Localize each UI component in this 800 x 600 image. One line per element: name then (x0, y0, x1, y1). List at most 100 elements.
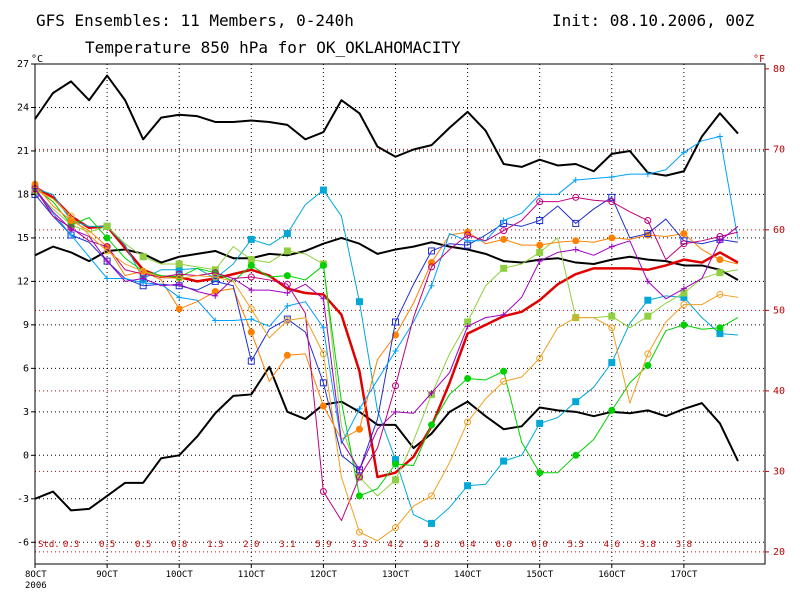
data-point (283, 247, 291, 255)
data-point (680, 301, 688, 309)
data-point (175, 266, 183, 274)
y-tick-label-left: 3 (23, 407, 29, 418)
std-value: 4.2 (387, 540, 403, 550)
data-point (536, 198, 544, 206)
series-line (34, 183, 739, 440)
data-point (391, 476, 399, 484)
data-point (608, 359, 616, 367)
data-point (355, 425, 363, 433)
series-reference (34, 236, 739, 281)
init-time: Init: 08.10.2006, 00Z (552, 11, 755, 30)
y-tick-label-left: 9 (23, 320, 29, 331)
std-value: 0.8 (171, 540, 187, 550)
data-point (644, 217, 652, 225)
data-point (464, 318, 472, 326)
data-point (536, 241, 544, 249)
data-point (392, 408, 399, 415)
data-point (319, 379, 327, 387)
data-point (356, 466, 363, 473)
data-point (248, 287, 255, 294)
data-point (175, 305, 183, 313)
data-point (211, 277, 219, 285)
y-tick-label-left: -3 (17, 494, 29, 505)
data-point (283, 230, 291, 238)
data-point (680, 293, 688, 301)
data-point (572, 219, 580, 227)
chart-title: GFS Ensembles: 11 Members, 0-240h (36, 11, 354, 30)
data-point (247, 328, 255, 336)
data-point (212, 317, 219, 324)
data-point (355, 492, 363, 500)
data-point (464, 374, 472, 382)
data-point (211, 288, 219, 296)
ylabel-left: °C (31, 54, 43, 65)
data-point (536, 248, 544, 256)
data-point (500, 227, 508, 235)
data-point (247, 273, 255, 281)
y-tick-label-left: 18 (17, 189, 29, 200)
data-point (464, 418, 472, 426)
data-point (716, 330, 724, 338)
data-point (139, 253, 147, 261)
data-point (212, 292, 219, 299)
data-point (319, 488, 327, 496)
data-point (428, 247, 436, 255)
data-point (355, 473, 363, 481)
data-point (320, 324, 327, 331)
std-value: 5.9 (315, 540, 331, 550)
std-value: 5.8 (423, 540, 439, 550)
plot-frame (34, 63, 766, 565)
data-point (283, 351, 291, 359)
data-point (644, 361, 652, 369)
std-value: 3.8 (676, 540, 692, 550)
std-value: 1.3 (207, 540, 223, 550)
series-lower (34, 365, 739, 512)
data-point (716, 290, 724, 298)
data-point (464, 231, 472, 239)
data-point (391, 318, 399, 326)
data-point (572, 314, 580, 322)
data-point (356, 405, 363, 412)
y-tick-label-left: 15 (17, 233, 29, 244)
ylabel-right: °F (753, 54, 765, 65)
data-point (140, 275, 147, 282)
data-point (284, 303, 291, 310)
x-tick-label: 16OCT (598, 570, 626, 580)
y-tick-label-right: 80 (773, 64, 785, 75)
series-member-9 (32, 133, 739, 445)
y-tick-label-left: -6 (17, 537, 29, 548)
std-value: 3.3 (351, 540, 367, 550)
data-point (355, 528, 363, 536)
series-member-5 (31, 188, 739, 497)
data-point (247, 357, 255, 365)
data-point (104, 258, 111, 265)
y-tick-label-right: 60 (773, 225, 785, 236)
data-point (608, 234, 616, 242)
data-point (103, 234, 111, 242)
data-point (536, 217, 544, 225)
data-point (680, 285, 687, 292)
data-point (428, 263, 436, 271)
data-point (608, 324, 616, 332)
data-point (428, 492, 436, 500)
data-point (211, 273, 219, 281)
data-point (536, 354, 544, 362)
series-member-11 (31, 186, 739, 542)
series-member-10 (31, 185, 739, 522)
y-tick-label-left: 24 (17, 102, 29, 113)
data-point (248, 316, 255, 323)
y-tick-label-left: 6 (23, 363, 29, 374)
std-value: 6.0 (532, 540, 548, 550)
data-point (104, 275, 111, 282)
data-point (464, 237, 471, 244)
data-point (572, 398, 580, 406)
data-point (283, 280, 291, 288)
series-member-6 (31, 185, 739, 500)
data-point (247, 305, 255, 313)
data-point (680, 149, 687, 156)
std-value: 3.1 (279, 540, 295, 550)
data-point (283, 272, 291, 280)
data-point (572, 451, 580, 459)
data-point (175, 260, 183, 268)
